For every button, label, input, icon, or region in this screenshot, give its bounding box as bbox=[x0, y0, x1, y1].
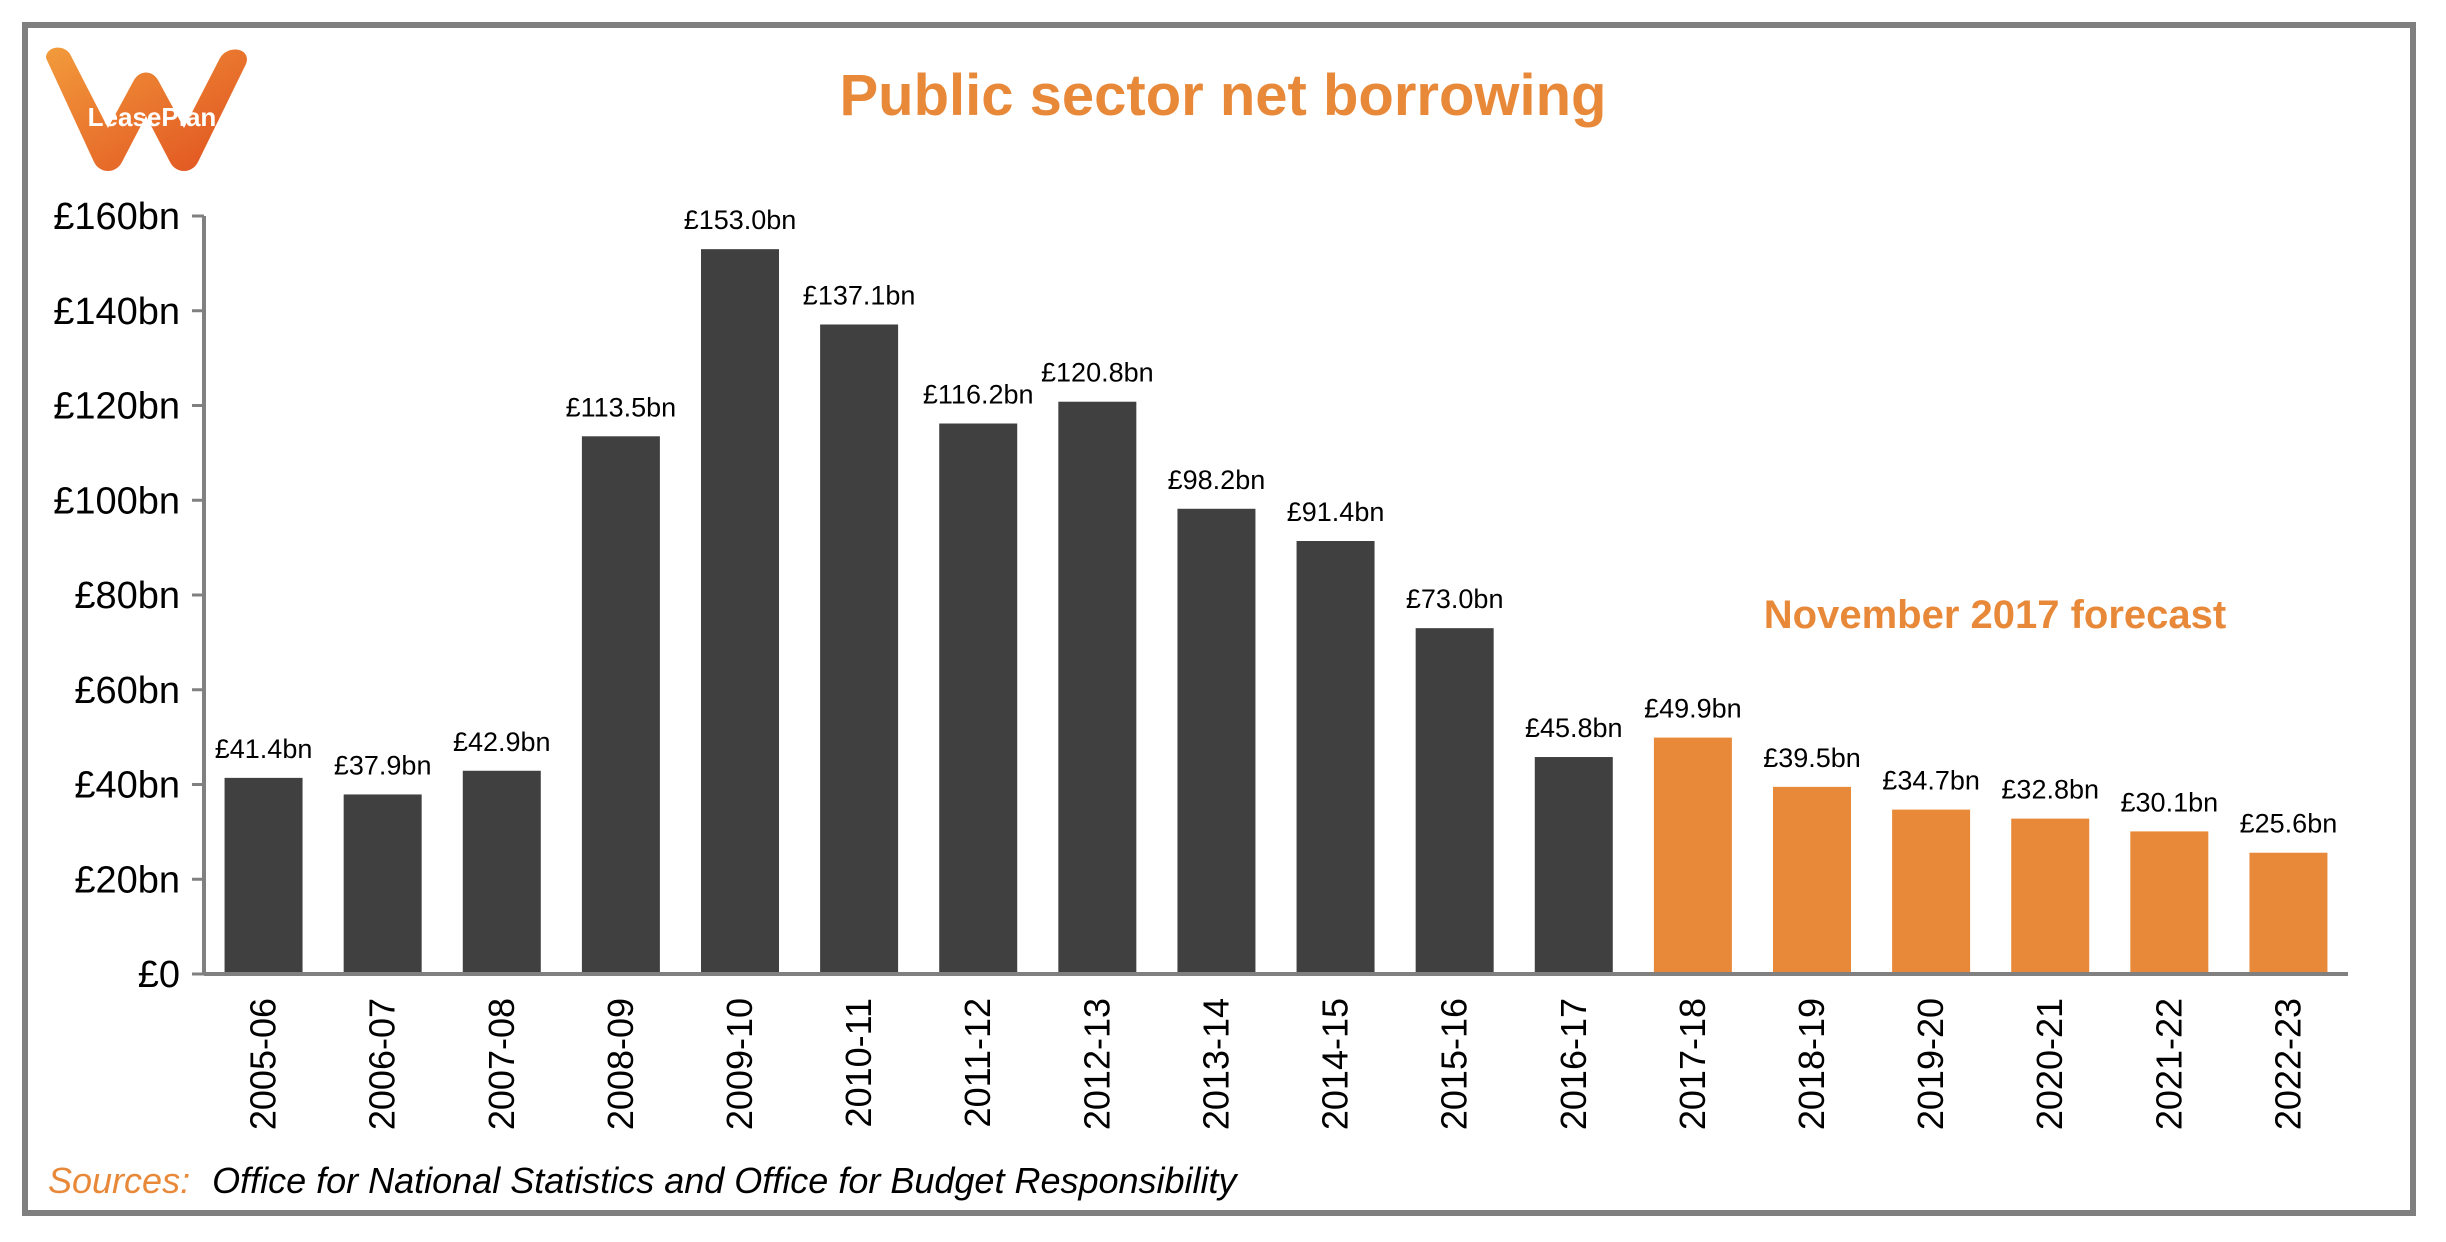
x-tick-label: 2009-10 bbox=[719, 998, 760, 1130]
bar-2014-15 bbox=[1296, 540, 1375, 974]
bar-2007-08 bbox=[462, 770, 541, 974]
y-tick-label: £40bn bbox=[74, 765, 180, 807]
data-label: £32.8bn bbox=[2001, 775, 2099, 805]
x-tick-label: 2016-17 bbox=[1553, 998, 1594, 1130]
data-label: £91.4bn bbox=[1287, 497, 1385, 527]
bar-2018-19 bbox=[1773, 786, 1851, 974]
bar-2017-18 bbox=[1653, 737, 1732, 974]
bar-2008-09 bbox=[581, 436, 660, 974]
data-label: £41.4bn bbox=[215, 734, 313, 764]
y-tick-label: £0 bbox=[138, 954, 180, 996]
data-label: £45.8bn bbox=[1525, 713, 1623, 743]
x-tick-label: 2013-14 bbox=[1195, 998, 1236, 1130]
data-label: £42.9bn bbox=[453, 727, 551, 757]
x-tick-label: 2018-19 bbox=[1791, 998, 1832, 1130]
bar-2010-11 bbox=[820, 324, 899, 974]
x-tick-label: 2017-18 bbox=[1672, 998, 1713, 1130]
bars bbox=[224, 249, 2328, 975]
data-label: £25.6bn bbox=[2240, 809, 2338, 839]
y-tick-label: £20bn bbox=[74, 859, 180, 901]
bar-2021-22 bbox=[2130, 831, 2209, 974]
data-labels: £41.4bn £37.9bn £42.9bn £113.5bn £153.0bn £13… bbox=[215, 205, 2337, 839]
x-tick-label: 2011-12 bbox=[957, 998, 998, 1127]
x-tick-label: 2006-07 bbox=[362, 998, 403, 1130]
x-tick-label: 2014-15 bbox=[1315, 998, 1356, 1130]
bar-2019-20 bbox=[1892, 809, 1971, 974]
bar-2006-07 bbox=[343, 794, 422, 974]
bar-2015-16 bbox=[1415, 628, 1494, 974]
x-tick-label: 2020-21 bbox=[2029, 998, 2070, 1130]
bar-2011-12 bbox=[939, 423, 1018, 974]
y-tick-label: £160bn bbox=[53, 196, 180, 238]
x-tick-label: 2008-09 bbox=[600, 998, 641, 1130]
y-tick-label: £100bn bbox=[53, 480, 180, 522]
bar-2016-17 bbox=[1534, 757, 1613, 974]
logo-text: LeasePlan bbox=[88, 102, 217, 132]
bar-2005-06 bbox=[224, 777, 303, 974]
data-label: £37.9bn bbox=[334, 750, 432, 780]
y-tick-label: £80bn bbox=[74, 575, 180, 617]
x-axis: 2005-06 2006-07 2007-08 2008-09 2009-10 2010-… bbox=[204, 972, 2348, 1130]
x-tick-label: 2012-13 bbox=[1076, 998, 1117, 1130]
data-label: £73.0bn bbox=[1406, 584, 1504, 614]
bar-2012-13 bbox=[1058, 401, 1137, 975]
sources-text: Office for National Statistics and Offic… bbox=[212, 1160, 1237, 1201]
data-label: £49.9bn bbox=[1644, 694, 1742, 724]
x-tick-label: 2005-06 bbox=[243, 998, 284, 1130]
y-axis: £0 £20bn £40bn £60bn £80bn £100bn £120bn £140bn… bbox=[53, 196, 206, 996]
y-tick-label: £140bn bbox=[53, 291, 180, 333]
data-label: £34.7bn bbox=[1882, 766, 1980, 796]
x-tick-label: 2007-08 bbox=[481, 998, 522, 1130]
bar-2009-10 bbox=[701, 249, 779, 975]
bar-2022-23 bbox=[2249, 852, 2328, 974]
chart-title: Public sector net borrowing bbox=[839, 63, 1607, 128]
y-tick-label: £120bn bbox=[53, 386, 180, 428]
y-tick-label: £60bn bbox=[74, 670, 180, 712]
x-tick-label: 2010-11 bbox=[838, 998, 879, 1127]
bar-2013-14 bbox=[1177, 508, 1256, 974]
forecast-annotation: November 2017 forecast bbox=[1764, 593, 2226, 637]
data-label: £39.5bn bbox=[1763, 743, 1861, 773]
data-label: £153.0bn bbox=[684, 205, 797, 235]
data-label: £98.2bn bbox=[1168, 465, 1266, 495]
bar-2020-21 bbox=[2011, 818, 2090, 974]
data-label: £116.2bn bbox=[923, 380, 1034, 410]
data-label: £30.1bn bbox=[2121, 787, 2219, 817]
data-label: £137.1bn bbox=[803, 280, 916, 310]
x-tick-label: 2022-23 bbox=[2267, 998, 2308, 1130]
leaseplan-logo: LeasePlan bbox=[46, 47, 247, 172]
x-tick-label: 2015-16 bbox=[1434, 998, 1475, 1130]
x-tick-label: 2021-22 bbox=[2148, 998, 2189, 1130]
data-label: £113.5bn bbox=[566, 392, 677, 422]
data-label: £120.8bn bbox=[1041, 358, 1154, 388]
sources-note: Sources: Office for National Statistics a… bbox=[48, 1160, 1237, 1202]
x-tick-label: 2019-20 bbox=[1910, 998, 1951, 1130]
sources-label: Sources: bbox=[48, 1160, 191, 1201]
